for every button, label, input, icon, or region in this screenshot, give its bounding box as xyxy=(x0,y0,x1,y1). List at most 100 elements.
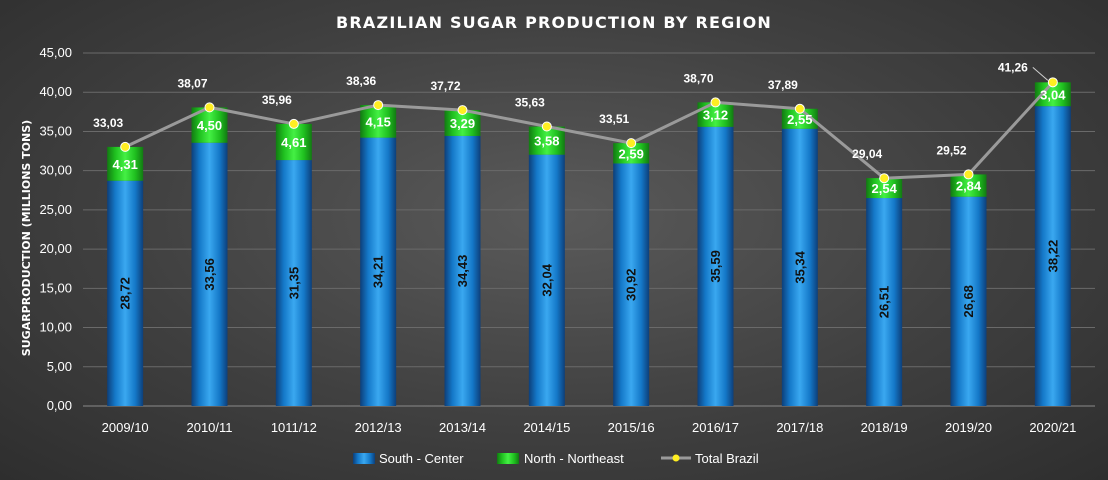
bar-north-northeast xyxy=(275,123,312,161)
bar-south-center xyxy=(191,142,228,406)
y-tick-label: 35,00 xyxy=(39,123,72,138)
data-label-north-northeast: 3,58 xyxy=(534,134,559,149)
bar-south-center xyxy=(275,160,312,406)
data-label-north-northeast: 2,84 xyxy=(956,179,982,194)
x-tick-label: 2016/17 xyxy=(692,420,739,435)
data-label-total-brazil: 33,03 xyxy=(93,116,123,130)
legend-item-total-brazil: Total Brazil xyxy=(661,451,759,466)
bar-north-northeast xyxy=(360,105,397,138)
bar-south-center xyxy=(1034,106,1071,406)
total-brazil-point xyxy=(626,138,637,149)
y-axis-label: SUGARPRODUCTION (MILLIONS TONS) xyxy=(20,120,33,356)
legend-swatch-south-center xyxy=(353,453,375,464)
total-label-leader-line xyxy=(1032,66,1049,81)
data-label-north-northeast: 2,54 xyxy=(872,181,898,196)
data-label-south-center: 30,92 xyxy=(624,268,639,301)
total-brazil-point xyxy=(288,118,299,129)
data-label-south-center: 35,59 xyxy=(708,250,723,283)
bar-north-northeast xyxy=(866,178,903,199)
data-label-total-brazil: 37,89 xyxy=(768,78,798,92)
y-tick-label: 40,00 xyxy=(39,84,72,99)
data-label-total-brazil: 35,96 xyxy=(262,93,292,107)
data-label-total-brazil: 29,04 xyxy=(852,147,882,161)
y-tick-label: 5,00 xyxy=(47,359,72,374)
total-brazil-point xyxy=(373,100,384,111)
y-tick-label: 10,00 xyxy=(39,320,72,335)
bar-south-center xyxy=(613,163,650,406)
x-tick-label: 2019/20 xyxy=(945,420,992,435)
data-labels: 28,72 4,31 33,56 4,50 31,35 4,61 34,21 4,15 34,4… xyxy=(93,60,1066,318)
legend-label-total-brazil: Total Brazil xyxy=(695,451,759,466)
bar-north-northeast xyxy=(1034,82,1071,107)
bar-south-center xyxy=(360,137,397,407)
legend-label-north-northeast: North - Northeast xyxy=(524,451,624,466)
data-label-total-brazil: 37,72 xyxy=(430,79,460,93)
total-brazil-point xyxy=(120,141,131,152)
y-tick-label: 0,00 xyxy=(47,398,72,413)
data-label-north-northeast: 4,50 xyxy=(197,118,222,133)
total-brazil-point xyxy=(457,105,468,116)
legend-item-south-center: South - Center xyxy=(353,451,464,466)
data-label-south-center: 34,43 xyxy=(455,255,470,288)
legend-marker-total-brazil xyxy=(672,454,680,462)
x-tick-label: 2017/18 xyxy=(776,420,823,435)
data-label-south-center: 38,22 xyxy=(1045,240,1060,273)
bar-north-northeast xyxy=(613,143,650,164)
data-label-total-brazil: 38,36 xyxy=(346,74,376,88)
total-brazil-point xyxy=(541,121,552,132)
legend-label-south-center: South - Center xyxy=(379,451,464,466)
data-label-total-brazil: 38,70 xyxy=(683,71,713,85)
gridlines xyxy=(83,52,1095,407)
x-tick-label: 2013/14 xyxy=(439,420,486,435)
data-label-south-center: 32,04 xyxy=(539,263,554,296)
x-tick-label: 2014/15 xyxy=(523,420,570,435)
x-tick-label: 2010/11 xyxy=(186,420,232,435)
data-label-north-northeast: 3,29 xyxy=(450,116,475,131)
data-label-total-brazil: 38,07 xyxy=(177,76,207,90)
y-tick-label: 25,00 xyxy=(39,202,72,217)
x-tick-label: 2012/13 xyxy=(355,420,402,435)
bar-south-center xyxy=(781,128,818,406)
data-label-south-center: 28,72 xyxy=(118,277,133,310)
bar-north-northeast xyxy=(950,174,987,197)
y-axis-ticks: 0,00 5,00 10,00 15,00 20,00 25,00 30,00 35,00 40… xyxy=(39,45,72,413)
data-label-total-brazil: 35,63 xyxy=(515,96,545,110)
data-label-south-center: 33,56 xyxy=(202,258,217,291)
total-brazil-point xyxy=(963,169,974,180)
y-tick-label: 45,00 xyxy=(39,45,72,60)
x-tick-label: 2018/19 xyxy=(861,420,908,435)
bars xyxy=(107,82,1071,407)
bar-south-center xyxy=(528,154,565,406)
total-brazil-line xyxy=(124,81,1054,180)
x-tick-label: 1011/12 xyxy=(271,420,317,435)
x-axis-ticks: 2009/10 2010/11 1011/12 2012/13 2013/14 2014/… xyxy=(102,420,1077,435)
data-label-north-northeast: 3,12 xyxy=(703,108,728,123)
x-tick-label: 2015/16 xyxy=(608,420,655,435)
data-label-north-northeast: 4,61 xyxy=(281,135,306,150)
bar-south-center xyxy=(107,180,144,406)
total-brazil-point xyxy=(794,103,805,114)
total-brazil-point xyxy=(1047,77,1058,88)
legend-swatch-north-northeast xyxy=(497,453,519,464)
bar-north-northeast xyxy=(781,108,818,129)
data-label-total-brazil: 41,26 xyxy=(998,60,1028,74)
total-brazil-point xyxy=(204,102,215,113)
legend: South - Center North - Northeast Total B… xyxy=(353,451,759,466)
y-tick-label: 30,00 xyxy=(39,163,72,178)
data-label-north-northeast: 2,55 xyxy=(787,112,812,127)
data-label-north-northeast: 4,31 xyxy=(113,157,138,172)
data-label-south-center: 35,34 xyxy=(792,250,807,283)
legend-item-north-northeast: North - Northeast xyxy=(497,451,624,466)
bar-south-center xyxy=(950,196,987,406)
data-label-south-center: 31,35 xyxy=(286,267,301,300)
total-brazil-point xyxy=(710,97,721,108)
data-label-total-brazil: 29,52 xyxy=(936,143,966,157)
total-line xyxy=(120,77,1058,184)
x-tick-label: 2020/21 xyxy=(1029,420,1076,435)
data-label-north-northeast: 4,15 xyxy=(366,114,391,129)
data-label-north-northeast: 3,04 xyxy=(1040,87,1066,102)
bar-south-center xyxy=(697,126,734,406)
data-label-south-center: 26,68 xyxy=(961,285,976,318)
bar-south-center xyxy=(866,198,903,406)
